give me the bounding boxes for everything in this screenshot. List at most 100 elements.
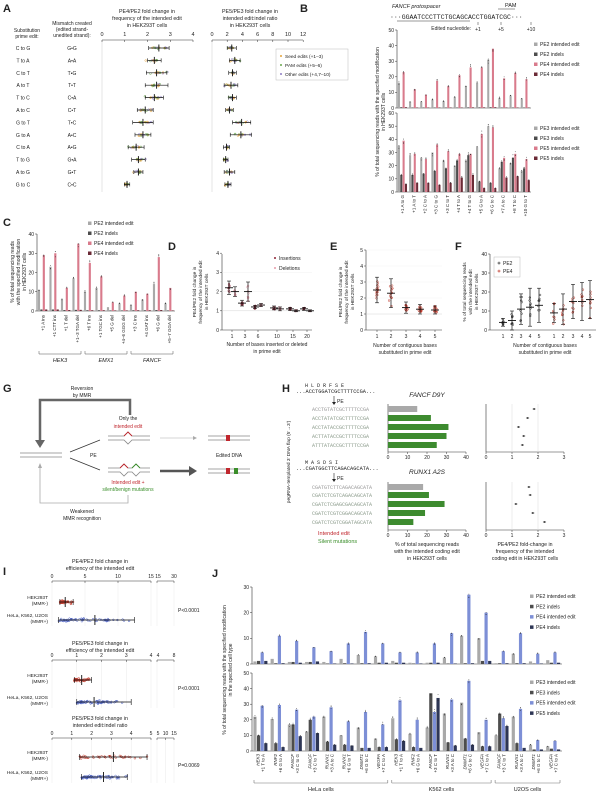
data-point	[465, 85, 467, 87]
data-point	[514, 503, 517, 505]
bar	[532, 663, 536, 664]
x-tick-label: +3 C ins	[132, 314, 137, 331]
data-point	[547, 745, 549, 747]
x-tick-label: 5	[589, 334, 592, 340]
bar	[373, 738, 378, 751]
data-point	[279, 634, 280, 636]
bar	[413, 89, 416, 108]
data-point	[104, 775, 108, 778]
y-tick-label: 0	[246, 749, 249, 755]
edit-label: +3 C to T	[433, 754, 438, 773]
x-tick-label: +1 TGC ins	[98, 314, 103, 338]
data-point	[514, 151, 516, 153]
x-tick-label: 2	[511, 334, 514, 340]
data-point	[123, 294, 125, 296]
data-point	[330, 707, 332, 709]
data-point	[392, 716, 394, 718]
bar	[432, 712, 437, 751]
gene-group-label: FANCF	[143, 358, 162, 364]
data-point	[84, 291, 86, 293]
data-point	[382, 721, 384, 723]
data-point	[323, 717, 325, 719]
x-tick-label: +1 CTT ins	[52, 314, 57, 337]
x-tick-label: 3	[405, 334, 408, 340]
y-tick-label: 4	[216, 251, 219, 257]
data-point	[434, 169, 436, 171]
data-point	[279, 635, 280, 637]
x-tick-label: +8 T to C	[512, 194, 517, 213]
data-point	[158, 254, 160, 256]
pe-label: PE	[337, 399, 344, 405]
y-tick-label: 40	[243, 686, 249, 692]
x-tick-label: 20	[424, 455, 430, 461]
x-axis-title: Number of contiguous bases	[513, 343, 577, 349]
bar	[356, 655, 360, 664]
legend-swatch	[534, 156, 538, 160]
intended-edit-label: intended edit	[114, 424, 143, 430]
gene-label: RUNX1	[514, 754, 519, 770]
data-point	[510, 313, 513, 316]
data-point	[375, 297, 378, 300]
x-tick-label: 20	[424, 533, 430, 539]
data-point	[468, 682, 470, 684]
data-point	[432, 98, 433, 100]
bar	[480, 134, 483, 192]
bar	[409, 101, 412, 108]
bar	[442, 100, 445, 108]
data-point	[494, 187, 496, 189]
legend-silent-mutations: Silent mutations	[318, 539, 357, 545]
legend-swatch	[534, 52, 538, 56]
bar	[404, 184, 407, 192]
data-point	[468, 680, 470, 682]
data-point	[485, 612, 487, 613]
data-point	[432, 99, 433, 101]
y-tick-label: 0	[31, 309, 34, 315]
data-point	[98, 700, 101, 703]
data-point	[313, 717, 315, 719]
x-tick-label: 3	[563, 533, 566, 539]
data-point	[165, 303, 166, 305]
bar	[470, 663, 475, 664]
bar	[377, 747, 381, 751]
mismatch-label: T•C	[68, 120, 77, 126]
bar	[160, 310, 163, 311]
data-point	[478, 638, 480, 640]
bar	[404, 107, 407, 108]
data-point	[43, 254, 45, 256]
data-point	[108, 777, 111, 780]
bar	[298, 662, 302, 664]
bar	[480, 746, 485, 751]
data-point	[279, 706, 280, 708]
bar	[469, 67, 472, 108]
pe-arrow	[69, 457, 101, 471]
data-point	[296, 639, 298, 641]
bar	[402, 740, 406, 751]
data-point	[385, 746, 387, 748]
data-point	[519, 309, 522, 312]
bar	[363, 712, 368, 751]
panel-label: G	[3, 383, 12, 395]
y-tick-label: 2	[360, 296, 363, 302]
bar	[114, 310, 117, 311]
data-point	[454, 745, 456, 746]
data-point	[514, 71, 516, 73]
arrow-head-icon	[332, 479, 336, 482]
y-axis-title: frequency of the intended edit	[198, 260, 204, 324]
x-tick-label: 4	[130, 731, 133, 737]
bar	[546, 746, 550, 751]
data-point	[309, 717, 311, 719]
bar	[322, 716, 326, 751]
bar	[91, 310, 94, 311]
data-point	[157, 84, 160, 87]
bar	[446, 742, 450, 751]
bar	[528, 744, 533, 751]
x-tick-label: 0	[51, 653, 54, 659]
data-point	[135, 291, 137, 293]
x-tick-label: +7 A to C	[501, 194, 506, 213]
bar	[79, 309, 82, 311]
y-tick-label: 60	[388, 111, 394, 117]
bar	[360, 663, 364, 664]
bar	[132, 310, 135, 311]
bar	[120, 310, 123, 311]
data-point	[130, 304, 132, 306]
